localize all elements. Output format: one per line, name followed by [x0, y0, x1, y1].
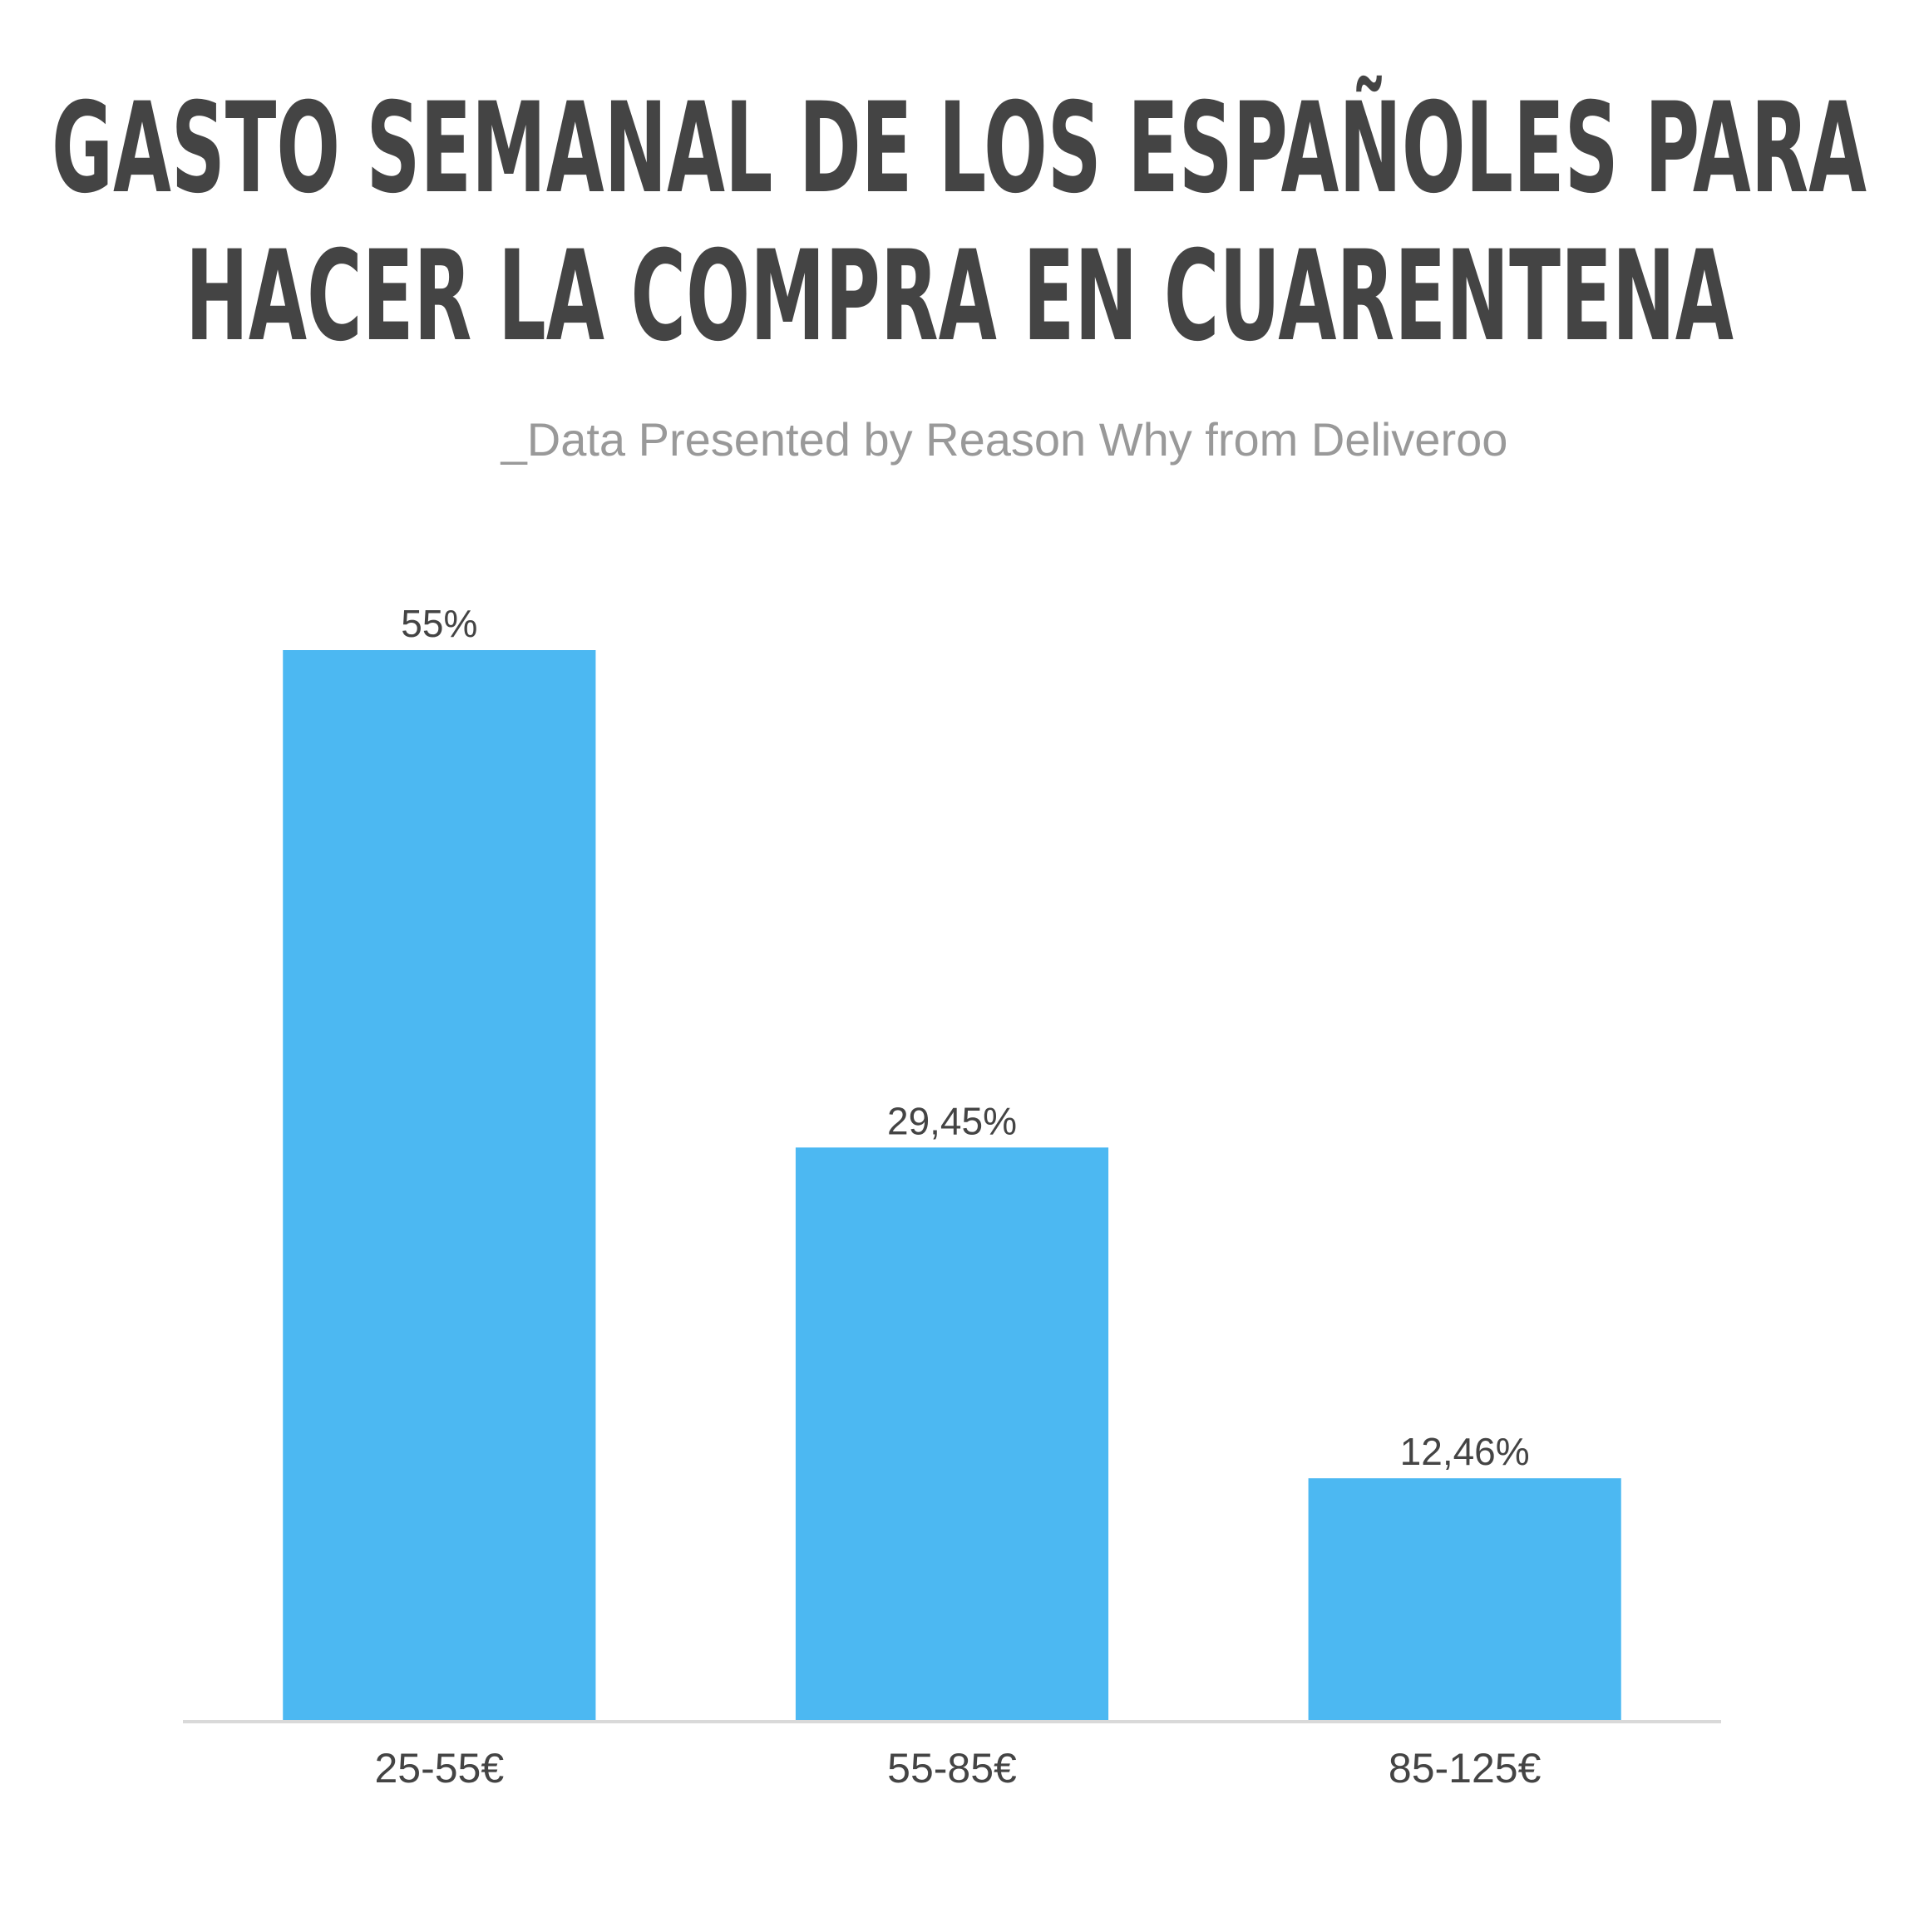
x-tick-label: 25-55€	[374, 1745, 504, 1792]
x-tick-label: 85-125€	[1389, 1745, 1542, 1792]
bar	[795, 1147, 1109, 1721]
chart-title: GASTO SEMANAL DE LOS ESPAÑOLES PARA	[52, 76, 1867, 221]
bar	[283, 650, 596, 1721]
x-tick-label: 55-85€	[887, 1745, 1017, 1792]
value-label: 55%	[401, 602, 477, 645]
chart-title: HACER LA COMPRA EN CUARENTENA	[185, 224, 1734, 369]
bar	[1308, 1478, 1621, 1721]
value-label: 12,46%	[1400, 1430, 1530, 1473]
chart-subtitle: _Data Presented by Reason Why from Deliv…	[501, 413, 1508, 466]
value-label: 29,45%	[887, 1099, 1017, 1142]
